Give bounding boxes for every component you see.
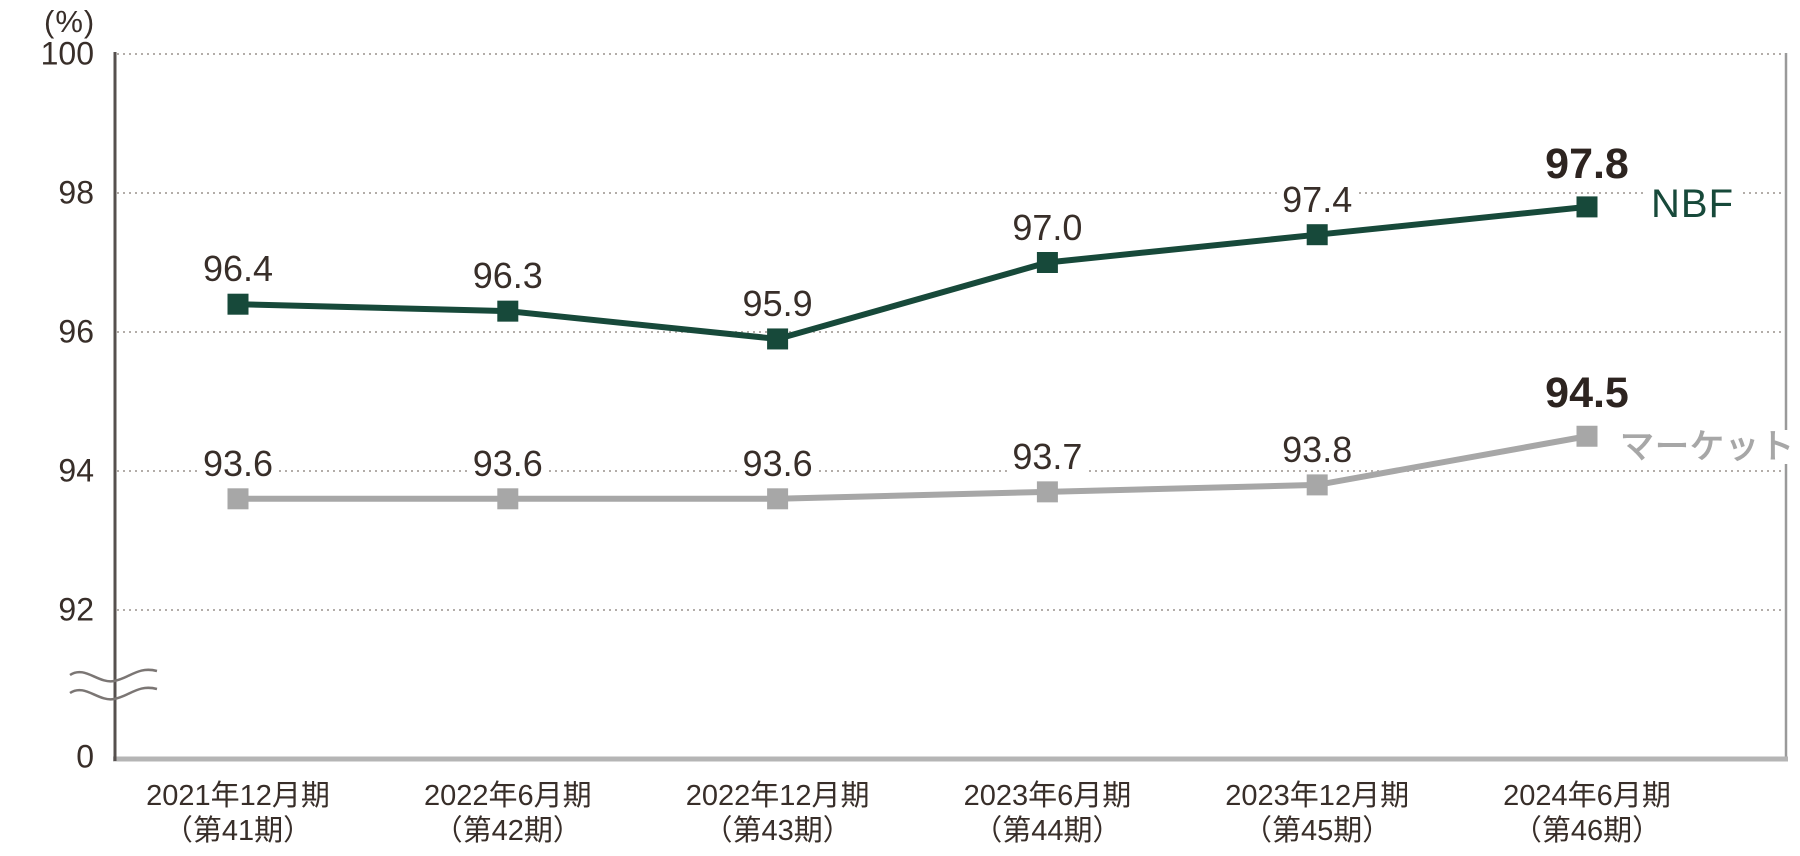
y-axis-unit-label: (%): [44, 4, 96, 39]
market-marker-0: [227, 488, 249, 510]
nbf-marker-0: [227, 293, 249, 315]
x-category-term: （第46期）: [1512, 815, 1662, 847]
series-label-market: マーケット: [1614, 430, 1800, 464]
x-category-label-4: 2023年12月期 （第45期）: [1225, 779, 1409, 849]
x-category-label-3: 2023年6月期 （第44期）: [964, 779, 1132, 849]
nbf-marker-5: [1576, 196, 1598, 218]
x-category-label-5: 2024年6月期 （第46期）: [1503, 779, 1671, 849]
nbf-value-label-5: 97.8: [1540, 141, 1634, 187]
nbf-marker-1: [497, 300, 519, 322]
x-category-period: 2022年12月期: [685, 780, 870, 812]
market-value-label-2: 93.6: [737, 445, 818, 483]
y-tick-label-0: 0: [76, 738, 94, 775]
market-value-label-3: 93.7: [1007, 438, 1088, 476]
y-tick-label-100: 100: [40, 35, 94, 72]
market-line: [238, 433, 1588, 502]
market-marker-2: [767, 488, 789, 510]
series-label-nbf: NBF: [1645, 184, 1740, 224]
nbf-value-label-2: 95.9: [737, 285, 818, 323]
y-tick-label-98: 98: [58, 174, 94, 211]
nbf-value-label-1: 96.3: [467, 257, 548, 296]
nbf-marker-4: [1306, 224, 1328, 246]
x-category-term: （第41期）: [163, 815, 313, 847]
y-tick-label-94: 94: [58, 452, 94, 489]
nbf-line: [237, 203, 1588, 342]
x-category-period: 2024年6月期: [1503, 780, 1671, 812]
x-category-term: （第43期）: [703, 815, 852, 847]
nbf-marker-3: [1036, 252, 1058, 273]
x-category-term: （第44期）: [973, 815, 1122, 847]
y-tick-label-96: 96: [58, 313, 94, 350]
x-category-period: 2021年12月期: [146, 780, 330, 812]
x-category-label-1: 2022年6月期 （第42期）: [424, 779, 592, 849]
nbf-value-label-0: 96.4: [197, 250, 279, 289]
nbf-value-label-4: 97.4: [1277, 181, 1358, 219]
market-value-label-5: 94.5: [1540, 370, 1634, 417]
nbf-value-label-3: 97.0: [1007, 208, 1088, 247]
nbf-marker-2: [767, 328, 789, 350]
x-category-term: （第42期）: [433, 815, 582, 847]
axis-break-wave-icon-2: [69, 686, 158, 701]
market-marker-5: [1576, 425, 1598, 447]
x-category-label-2: 2022年12月期 （第43期）: [686, 779, 870, 849]
x-category-term: （第45期）: [1243, 815, 1392, 847]
x-category-label-0: 2021年12月期 （第41期）: [146, 779, 330, 849]
market-marker-1: [497, 488, 519, 510]
x-category-period: 2023年12月期: [1225, 780, 1410, 812]
axis-break-wave-icon-1: [69, 668, 158, 683]
market-value-label-4: 93.8: [1277, 431, 1358, 469]
y-tick-label-92: 92: [58, 591, 94, 628]
market-marker-4: [1306, 474, 1328, 496]
x-category-period: 2022年6月期: [423, 780, 592, 812]
market-marker-3: [1036, 481, 1058, 503]
market-value-label-1: 93.6: [467, 445, 548, 483]
x-category-period: 2023年6月期: [963, 780, 1132, 812]
market-value-label-0: 93.6: [197, 445, 279, 483]
